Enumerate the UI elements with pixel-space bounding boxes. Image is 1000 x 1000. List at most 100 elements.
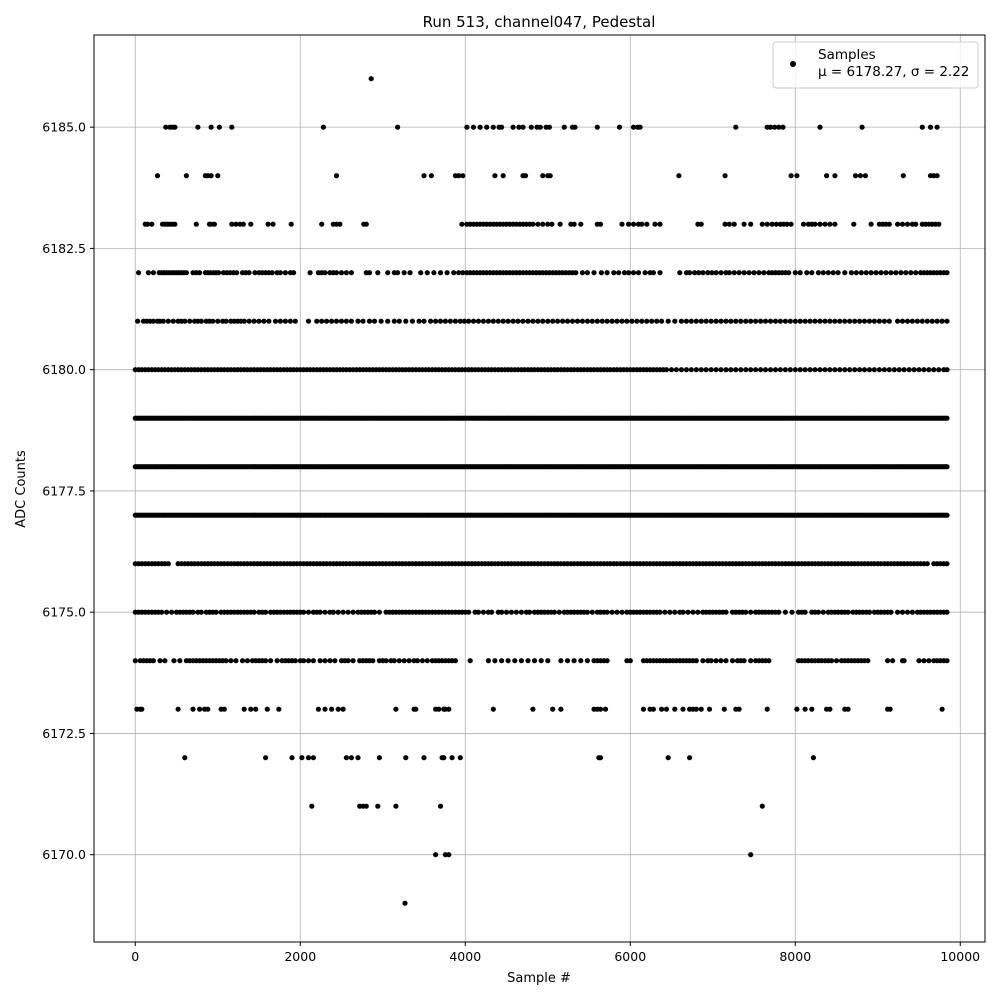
- data-point: [396, 318, 402, 324]
- data-point: [421, 173, 427, 179]
- data-point: [807, 318, 813, 324]
- data-point: [815, 609, 822, 615]
- data-point: [383, 658, 389, 664]
- data-point: [904, 221, 911, 227]
- data-point: [170, 318, 176, 324]
- data-point: [244, 658, 250, 664]
- data-point: [527, 609, 533, 615]
- data-point: [857, 318, 863, 324]
- data-point: [852, 367, 858, 373]
- data-point: [881, 318, 888, 324]
- data-point: [900, 173, 906, 179]
- data-point: [944, 609, 950, 615]
- data-point: [452, 318, 458, 324]
- data-point: [485, 658, 491, 664]
- data-point: [391, 658, 397, 664]
- data-point: [338, 270, 345, 276]
- data-point: [550, 318, 556, 324]
- data-point: [419, 658, 425, 664]
- data-point: [944, 270, 950, 276]
- data-point: [723, 318, 729, 324]
- data-point: [866, 367, 873, 373]
- data-point: [457, 318, 463, 324]
- data-point: [418, 270, 424, 276]
- data-point: [827, 367, 833, 373]
- data-point: [789, 609, 795, 615]
- data-point: [639, 318, 645, 324]
- data-point: [515, 318, 521, 324]
- data-point: [842, 318, 848, 324]
- data-point: [695, 609, 701, 615]
- data-point: [466, 609, 472, 615]
- data-point: [817, 221, 823, 227]
- data-point: [898, 270, 904, 276]
- data-point: [909, 609, 916, 615]
- data-point: [743, 318, 749, 324]
- data-point: [731, 221, 737, 227]
- data-point: [499, 609, 505, 615]
- data-point: [665, 755, 671, 761]
- data-point: [626, 270, 632, 276]
- data-point: [718, 270, 724, 276]
- data-point: [700, 270, 706, 276]
- data-point: [723, 367, 729, 373]
- data-point: [743, 609, 749, 615]
- data-point: [672, 706, 678, 712]
- data-point: [678, 318, 685, 324]
- data-point: [393, 706, 399, 712]
- data-point: [571, 221, 577, 227]
- data-point: [172, 124, 178, 130]
- data-point: [525, 318, 531, 324]
- data-point: [433, 318, 439, 324]
- data-point: [851, 221, 857, 227]
- chart-title: Run 513, channel047, Pedestal: [423, 13, 656, 31]
- data-points: [132, 76, 950, 906]
- legend-marker: [790, 61, 796, 67]
- data-point: [817, 124, 823, 130]
- data-point: [944, 512, 950, 518]
- data-point: [337, 221, 343, 227]
- data-point: [572, 124, 578, 130]
- data-point: [378, 318, 384, 324]
- data-point: [741, 270, 747, 276]
- data-point: [866, 318, 873, 324]
- data-point: [906, 367, 912, 373]
- data-point: [685, 609, 691, 615]
- y-tick-label: 6185.0: [42, 120, 86, 135]
- data-point: [396, 658, 402, 664]
- data-point: [573, 270, 579, 276]
- data-point: [460, 173, 466, 179]
- data-point: [198, 318, 204, 324]
- data-point: [886, 367, 892, 373]
- data-point: [776, 609, 782, 615]
- data-point: [492, 658, 498, 664]
- data-point: [475, 318, 481, 324]
- data-point: [822, 221, 828, 227]
- data-point: [887, 706, 893, 712]
- data-point: [594, 318, 600, 324]
- data-point: [652, 221, 658, 227]
- data-point: [154, 173, 161, 179]
- data-point: [343, 318, 349, 324]
- data-point: [630, 221, 637, 227]
- data-point: [911, 367, 917, 373]
- data-point: [477, 124, 483, 130]
- data-point: [512, 658, 518, 664]
- data-point: [251, 609, 257, 615]
- data-point: [762, 367, 769, 373]
- data-point: [807, 367, 813, 373]
- data-point: [624, 318, 630, 324]
- data-point: [748, 609, 754, 615]
- data-point: [451, 270, 457, 276]
- data-point: [299, 755, 305, 761]
- data-point: [376, 755, 382, 761]
- data-point: [729, 658, 736, 664]
- data-point: [263, 755, 269, 761]
- data-point: [190, 609, 196, 615]
- data-point: [136, 270, 142, 276]
- data-point: [934, 173, 940, 179]
- data-point: [881, 367, 888, 373]
- y-tick-label: 6180.0: [42, 362, 86, 377]
- y-axis-ticks: 6170.0 6172.5 6175.0 6177.5 6180.0 6182.5 6185…: [42, 120, 94, 862]
- data-point: [401, 270, 407, 276]
